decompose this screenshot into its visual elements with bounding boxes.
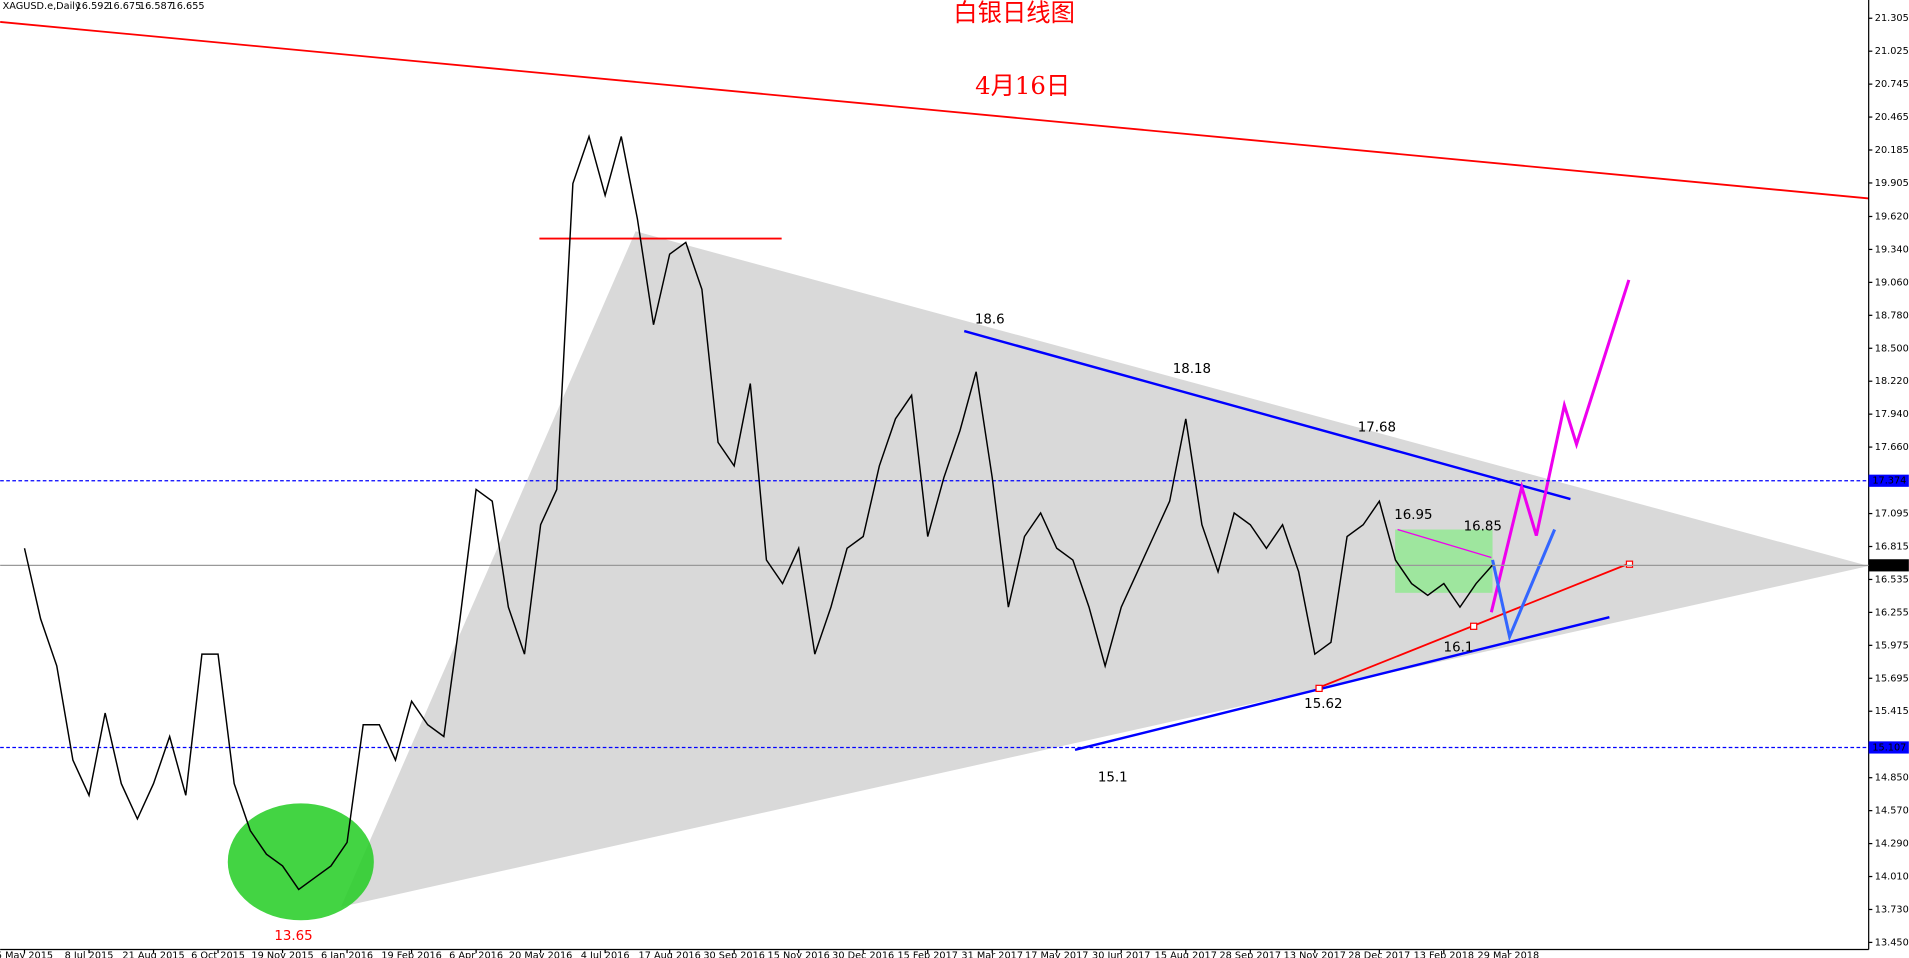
x-tick-label: 28 Sep 2017 <box>1219 951 1281 958</box>
y-tick-label: 14.850 <box>1875 773 1909 784</box>
y-tick-label: 21.025 <box>1875 46 1909 57</box>
ohlc-value: 16.675 <box>107 1 141 12</box>
forecast-path <box>1489 279 1631 613</box>
anchor <box>1625 560 1634 568</box>
chart-title: 白银日线图 <box>953 0 1075 27</box>
x-tick-label: 8 Jul 2015 <box>65 951 114 958</box>
resistance-line <box>0 21 1869 200</box>
y-tick-label: 21.305 <box>1875 13 1909 24</box>
y-tick-label: 14.010 <box>1875 872 1909 883</box>
level-box <box>1868 741 1909 754</box>
range-top <box>1397 528 1492 559</box>
x-tick-label: 5 May 2015 <box>0 951 53 958</box>
symbol: XAGUSD.e,Daily <box>3 1 81 12</box>
y-tick-label: 16.815 <box>1875 542 1909 553</box>
y-tick-label: 19.620 <box>1875 211 1909 222</box>
x-tick-label: 13 Nov 2017 <box>1284 951 1346 958</box>
x-tick-label: 19 Feb 2016 <box>381 951 441 958</box>
y-tick-label: 20.745 <box>1875 79 1909 90</box>
level-label: 17.374 <box>1872 476 1906 487</box>
y-tick-label: 18.220 <box>1875 376 1909 387</box>
ohlc-value: 16.592 <box>76 1 110 12</box>
level-label: 15.107 <box>1872 742 1906 753</box>
bottom-zone <box>227 803 374 921</box>
x-tick-label: 29 Mar 2018 <box>1478 951 1540 958</box>
y-tick-label: 17.940 <box>1875 409 1909 420</box>
anchor <box>1470 622 1478 630</box>
x-tick-label: 4 Jul 2016 <box>581 951 630 958</box>
x-tick-label: 28 Dec 2017 <box>1348 951 1410 958</box>
triangle <box>340 231 1869 907</box>
y-tick-label: 18.500 <box>1875 343 1909 354</box>
annotation: 15.62 <box>1304 697 1342 712</box>
x-tick-label: 15 Feb 2017 <box>897 951 957 958</box>
y-tick-label: 14.290 <box>1875 839 1909 850</box>
annotation: 18.6 <box>975 312 1005 327</box>
y-tick-label: 19.060 <box>1875 277 1909 288</box>
x-tick-label: 13 Feb 2018 <box>1414 951 1475 958</box>
y-tick-label: 14.570 <box>1875 806 1909 817</box>
annotation: 18.18 <box>1173 362 1211 377</box>
y-tick-label: 15.975 <box>1875 640 1909 651</box>
x-tick-label: 15 Nov 2016 <box>768 951 830 958</box>
level-box <box>1868 474 1909 487</box>
ohlc-value: 16.587 <box>139 1 173 12</box>
drawings <box>0 21 1869 921</box>
y-tick-label: 13.730 <box>1875 904 1909 915</box>
x-tick-label: 30 Jun 2017 <box>1092 951 1150 958</box>
x-tick-label: 31 Mar 2017 <box>961 951 1023 958</box>
x-tick-label: 21 Aug 2015 <box>122 951 184 958</box>
annotation: 13.65 <box>274 929 312 944</box>
annotation: 16.95 <box>1394 508 1432 523</box>
chart-subtitle: 4月16日 <box>975 71 1070 100</box>
annotation: 15.1 <box>1098 771 1128 786</box>
y-tick-label: 17.660 <box>1875 442 1909 453</box>
y-tick-label: 19.340 <box>1875 244 1909 255</box>
x-tick-label: 19 Nov 2015 <box>251 951 313 958</box>
x-tick-label: 30 Sep 2016 <box>703 951 765 958</box>
x-tick-label: 6 Apr 2016 <box>449 951 503 958</box>
y-tick-label: 15.415 <box>1875 706 1909 717</box>
y-tick-label: 19.905 <box>1875 178 1909 189</box>
x-tick-label: 15 Aug 2017 <box>1155 951 1217 958</box>
x-tick-label: 6 Oct 2015 <box>191 951 245 958</box>
lower-trend <box>1074 615 1610 752</box>
y-tick-label: 18.780 <box>1875 310 1909 321</box>
anchor <box>1315 684 1323 693</box>
annotation: 16.1 <box>1444 641 1474 656</box>
level-label: 16.655 <box>1872 560 1906 571</box>
ohlc-value: 16.655 <box>171 1 205 12</box>
y-tick-label: 15.695 <box>1875 673 1909 684</box>
y-tick-label: 16.535 <box>1875 574 1909 585</box>
x-tick-label: 20 May 2016 <box>509 951 572 958</box>
x-tick-label: 17 Aug 2016 <box>639 951 701 958</box>
upper-trend <box>963 329 1571 501</box>
annotation: 16.85 <box>1464 520 1502 535</box>
y-tick-label: 13.450 <box>1875 937 1909 948</box>
y-tick-label: 20.465 <box>1875 112 1909 123</box>
y-tick-label: 17.095 <box>1875 509 1909 520</box>
x-tick-label: 30 Dec 2016 <box>832 951 894 958</box>
y-tick-label: 20.185 <box>1875 145 1909 156</box>
y-tick-label: 16.255 <box>1875 607 1909 618</box>
price-line <box>23 134 1493 891</box>
x-tick-label: 6 Jan 2016 <box>321 951 373 958</box>
annotation: 17.68 <box>1358 421 1396 436</box>
x-tick-label: 17 May 2017 <box>1025 951 1088 958</box>
level-box <box>1868 559 1909 572</box>
